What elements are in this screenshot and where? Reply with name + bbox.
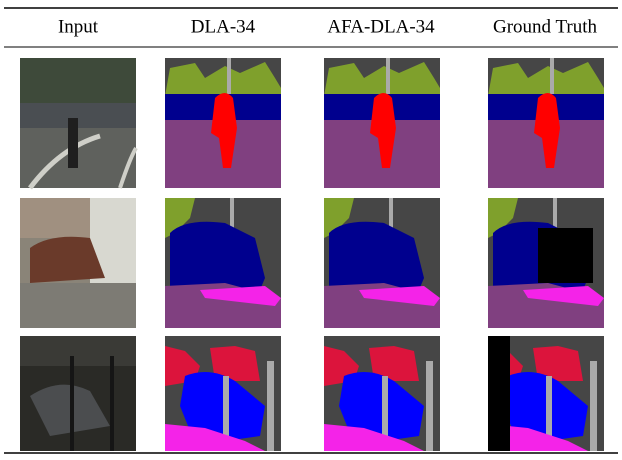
column-header: AFA-DLA-34 (327, 16, 435, 37)
ground-truth-map (488, 198, 604, 328)
prediction-map (165, 336, 281, 451)
column-header: DLA-34 (191, 16, 256, 37)
column-header: Ground Truth (493, 16, 597, 37)
prediction-map (324, 198, 440, 328)
prediction-map (324, 58, 440, 188)
input-image (20, 198, 136, 328)
prediction-map (165, 58, 281, 188)
ground-truth-map (488, 336, 604, 451)
column-header: Input (58, 16, 99, 37)
prediction-map (324, 336, 440, 451)
input-image (20, 58, 136, 188)
figure: Input DLA-34 AFA-DLA-34 Ground Truth (0, 0, 622, 460)
ground-truth-map (488, 58, 604, 188)
input-image (20, 336, 136, 451)
prediction-map (165, 198, 281, 328)
